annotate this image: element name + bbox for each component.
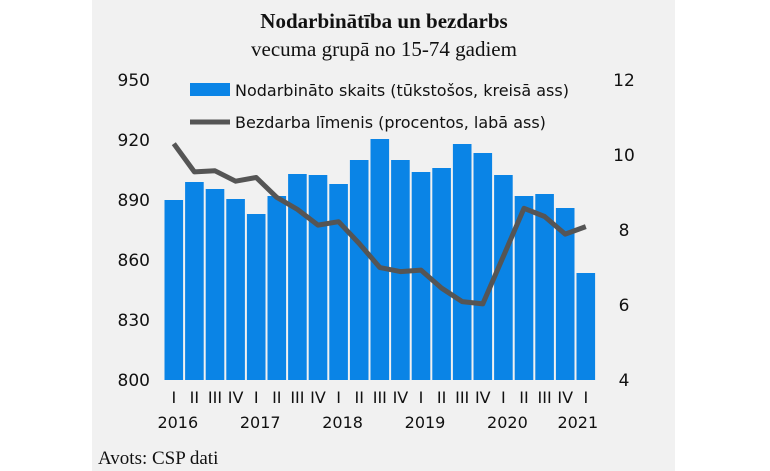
left-tick-label: 920 — [118, 131, 150, 151]
left-tick-label: 800 — [118, 371, 150, 391]
bar — [452, 144, 472, 380]
quarter-label: I — [171, 388, 176, 407]
bar — [308, 175, 328, 380]
bar — [349, 160, 369, 380]
left-tick-label: 860 — [118, 251, 150, 271]
year-label: 2016 — [157, 413, 198, 432]
bar — [329, 184, 348, 380]
quarter-label: I — [336, 388, 341, 407]
bar — [288, 174, 307, 380]
year-label: 2019 — [405, 413, 446, 432]
right-tick-label: 4 — [619, 371, 630, 391]
chart-subtitle: vecuma grupā no 15-74 gadiem — [251, 37, 517, 61]
bar — [555, 208, 575, 380]
left-tick-label: 950 — [118, 71, 150, 91]
bar — [576, 273, 596, 380]
quarter-label: III — [538, 388, 552, 407]
quarter-label: IV — [393, 388, 409, 407]
bar-series — [164, 139, 596, 380]
quarter-label: III — [208, 388, 222, 407]
quarter-label: III — [373, 388, 387, 407]
bar — [432, 168, 451, 380]
bar — [411, 172, 431, 380]
year-label: 2021 — [557, 413, 598, 432]
quarter-label: II — [437, 388, 446, 407]
quarter-label: II — [190, 388, 199, 407]
source-note: Avots: CSP dati — [98, 448, 218, 469]
quarter-label: I — [254, 388, 259, 407]
legend-swatch-bars — [190, 83, 230, 96]
bar — [267, 196, 287, 380]
bar — [246, 214, 266, 380]
bar — [494, 175, 513, 380]
right-axis: 4 6 8 10 12 — [613, 71, 635, 391]
bar — [164, 200, 184, 380]
unemployment-line — [171, 142, 587, 307]
year-label: 2020 — [487, 413, 528, 432]
quarter-label: IV — [557, 388, 573, 407]
bar — [514, 196, 534, 380]
legend: Nodarbināto skaits (tūkstošos, kreisā as… — [190, 81, 569, 132]
bar — [535, 194, 554, 380]
quarter-label: IV — [228, 388, 244, 407]
quarter-label: IV — [310, 388, 326, 407]
right-tick-label: 8 — [619, 221, 630, 241]
quarter-label: II — [272, 388, 281, 407]
bar — [226, 199, 245, 380]
bar — [185, 182, 204, 380]
left-tick-label: 890 — [118, 191, 150, 211]
quarter-label: II — [354, 388, 363, 407]
quarter-label: III — [290, 388, 304, 407]
quarter-label: I — [583, 388, 588, 407]
x-axis: I II III IV I II III IV I II III IV I II III IV I II III IV… — [157, 388, 598, 432]
chart-title: Nodarbinātība un bezdarbs — [260, 9, 507, 33]
year-label: 2018 — [322, 413, 363, 432]
year-label: 2017 — [240, 413, 281, 432]
legend-label-line: Bezdarba līmenis (procentos, labā ass) — [235, 113, 546, 132]
bar — [205, 189, 225, 380]
quarter-label: III — [455, 388, 469, 407]
legend-label-bars: Nodarbināto skaits (tūkstošos, kreisā as… — [235, 81, 569, 100]
line-series — [171, 142, 587, 307]
bar — [370, 139, 390, 380]
quarter-label: IV — [475, 388, 491, 407]
bar — [473, 153, 493, 380]
right-tick-label: 6 — [619, 296, 630, 316]
quarter-label: II — [519, 388, 528, 407]
right-tick-label: 12 — [613, 71, 635, 91]
quarter-label: I — [501, 388, 506, 407]
left-axis: 800 830 860 890 920 950 — [118, 71, 150, 391]
left-tick-label: 830 — [118, 311, 150, 331]
quarter-label: I — [419, 388, 424, 407]
right-tick-label: 10 — [613, 146, 635, 166]
